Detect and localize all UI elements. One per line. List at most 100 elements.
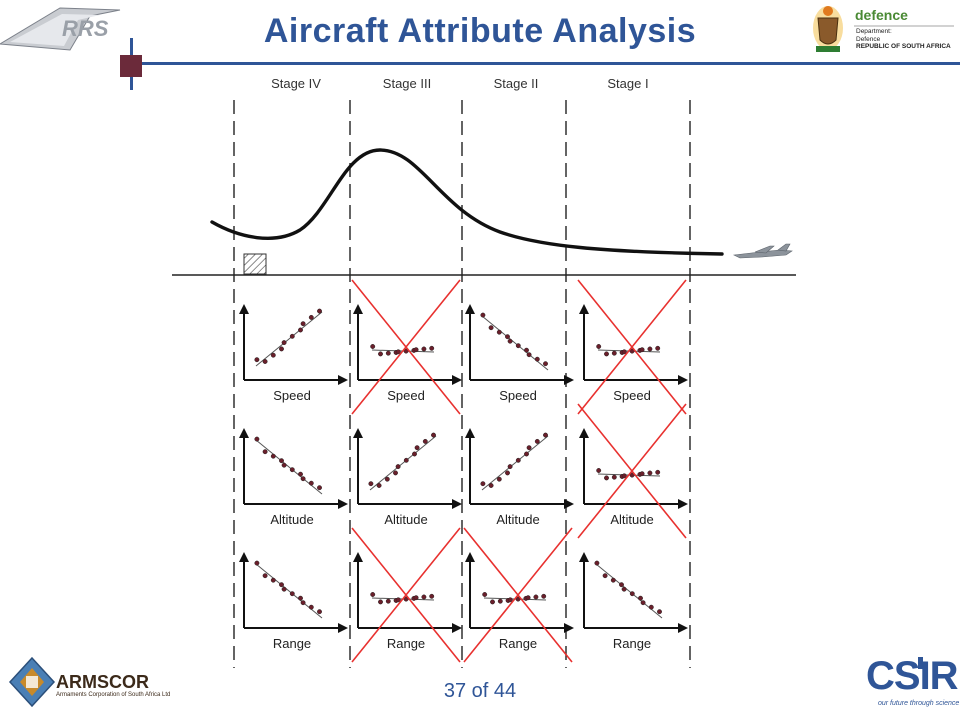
- scatter-point: [482, 592, 488, 597]
- trend-line: [255, 439, 323, 495]
- trend-line: [255, 563, 323, 619]
- x-axis-arrow: [678, 375, 688, 385]
- scatter-point: [421, 346, 427, 352]
- scatter-panel-speed-2: Speed: [351, 279, 462, 415]
- scatter-point: [655, 469, 661, 475]
- scatter-point: [308, 314, 314, 320]
- scatter-point: [525, 595, 531, 601]
- scatter-panel-grid: Speed Speed Speed Speed Altitude Altitude Alti…: [239, 279, 688, 663]
- scatter-point: [279, 346, 284, 352]
- csir-logo-icon: [918, 657, 923, 669]
- x-axis-arrow: [564, 499, 574, 509]
- scatter-point: [604, 351, 609, 357]
- scatter-point: [370, 344, 376, 349]
- defence-logo-subtitle: Department: Defence REPUBLIC OF SOUTH AF…: [856, 28, 951, 51]
- panel-label: Speed: [387, 388, 425, 403]
- x-axis-arrow: [452, 623, 462, 633]
- scatter-point: [497, 598, 503, 604]
- rrs-logo-text: RRS: [62, 16, 109, 41]
- scatter-point: [640, 600, 646, 606]
- scatter-point: [413, 347, 419, 353]
- scatter-point: [300, 476, 306, 482]
- cross-mark-line: [351, 527, 461, 663]
- scatter-point: [657, 609, 662, 615]
- y-axis-arrow: [353, 428, 363, 438]
- scatter-point: [308, 480, 314, 486]
- scatter-point: [621, 586, 627, 592]
- page-title: Aircraft Attribute Analysis: [263, 12, 697, 50]
- scatter-point: [431, 432, 436, 438]
- x-axis-arrow: [338, 375, 348, 385]
- y-axis-arrow: [579, 428, 589, 438]
- scatter-point: [611, 350, 617, 356]
- scatter-panel-speed-1: Speed: [239, 304, 348, 403]
- scatter-point: [317, 609, 322, 615]
- y-axis-arrow: [239, 428, 249, 438]
- scatter-point: [378, 599, 383, 605]
- scatter-point: [488, 325, 494, 331]
- scatter-point: [412, 451, 417, 457]
- x-axis-arrow: [338, 623, 348, 633]
- scatter-point: [262, 449, 268, 455]
- stage-label-1: Stage I: [607, 76, 648, 91]
- scatter-point: [429, 345, 435, 351]
- armscor-logo-icon: [8, 656, 56, 708]
- scatter-panel-range-2: Range: [351, 527, 462, 663]
- scatter-point: [270, 352, 276, 358]
- panel-label: Range: [613, 636, 651, 651]
- scatter-panel-range-4: Range: [579, 552, 688, 651]
- scatter-panel-range-1: Range: [239, 552, 348, 651]
- scatter-point: [524, 347, 529, 353]
- y-axis-arrow: [239, 304, 249, 314]
- aircraft-icon: [732, 243, 793, 259]
- scatter-point: [621, 349, 627, 355]
- scatter-point: [490, 599, 495, 605]
- trend-line: [481, 315, 549, 371]
- scatter-point: [596, 468, 602, 473]
- scatter-point: [488, 483, 494, 488]
- scatter-panel-altitude-3: Altitude: [465, 428, 574, 527]
- x-axis-arrow: [678, 623, 688, 633]
- scatter-point: [300, 321, 306, 327]
- header-rule: [130, 62, 960, 65]
- scatter-point: [279, 458, 284, 464]
- scatter-point: [647, 346, 653, 352]
- scatter-point: [298, 595, 303, 601]
- scatter-point: [639, 347, 645, 353]
- scatter-point: [422, 438, 428, 444]
- cross-mark-line: [577, 403, 687, 539]
- y-axis-arrow: [579, 304, 589, 314]
- scatter-point: [368, 481, 374, 487]
- panel-label: Range: [273, 636, 311, 651]
- scatter-point: [533, 594, 539, 600]
- defence-line-2: Defence: [856, 35, 881, 43]
- x-axis-arrow: [564, 375, 574, 385]
- scatter-point: [515, 457, 521, 463]
- scatter-point: [480, 312, 486, 318]
- panel-label: Range: [387, 636, 425, 651]
- scatter-point: [619, 582, 624, 588]
- panel-label: Altitude: [496, 512, 539, 527]
- scatter-point: [505, 334, 510, 340]
- scatter-point: [496, 329, 502, 335]
- scatter-point: [254, 357, 260, 363]
- y-axis-arrow: [465, 428, 475, 438]
- panel-label: Speed: [499, 388, 537, 403]
- scatter-point: [281, 586, 287, 592]
- scatter-point: [505, 470, 510, 476]
- scatter-point: [534, 438, 540, 444]
- scatter-point: [300, 600, 306, 606]
- trend-line: [255, 311, 323, 367]
- y-axis-arrow: [239, 552, 249, 562]
- csir-logo-name: CSIR: [866, 654, 959, 698]
- x-axis-arrow: [678, 499, 688, 509]
- scatter-point: [648, 604, 654, 610]
- trend-line: [595, 563, 663, 619]
- armscor-logo-name: ARMSCOR: [56, 672, 149, 692]
- scatter-point: [395, 349, 401, 355]
- scatter-point: [534, 356, 540, 362]
- stage-label-3: Stage III: [383, 76, 431, 91]
- scatter-point: [317, 485, 322, 491]
- y-axis-arrow: [465, 304, 475, 314]
- scatter-point: [395, 597, 401, 603]
